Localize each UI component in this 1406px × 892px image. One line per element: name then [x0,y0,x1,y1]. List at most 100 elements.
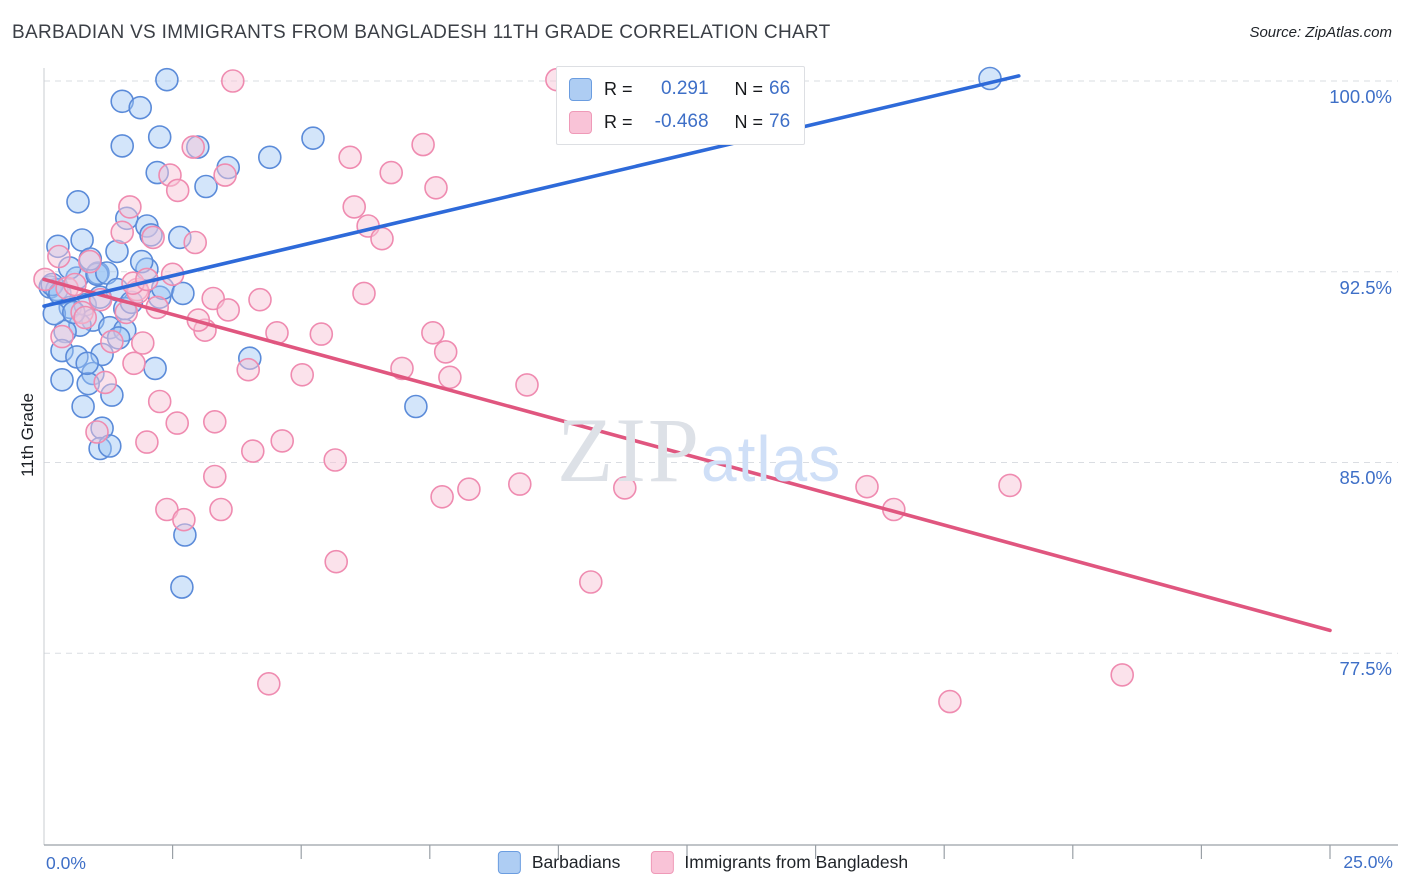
scatter-point-bangladesh [290,362,315,387]
scatter-point-bangladesh [421,320,445,345]
scatter-point-barbadians [128,95,152,120]
legend-label-barbadians: Barbadians [531,852,621,872]
scatter-point-bangladesh [438,365,462,390]
scatter-point-bangladesh [118,195,142,219]
scatter-point-bangladesh [338,145,362,170]
r-value-barbadians: 0.291 [660,78,709,99]
r-label: R = [604,78,633,99]
x-axis-max-label: 25.0% [1343,852,1393,872]
scatter-point-barbadians [257,145,282,170]
legend-label-bangladesh: Immigrants from Bangladesh [684,852,909,872]
scatter-point-barbadians [404,394,428,419]
scatter-point-bangladesh [411,132,435,157]
scatter-point-bangladesh [938,689,962,714]
scatter-point-bangladesh [172,507,196,532]
y-axis-tick-label: 85.0% [1339,467,1392,489]
scatter-point-barbadians [75,351,99,376]
correlation-legend-box: R = 0.291 N = 66 R = -0.468 N = 76 [556,66,806,145]
scatter-point-bangladesh [165,178,190,203]
bangladesh-swatch-icon [650,851,674,874]
scatter-point-bangladesh [424,176,448,200]
scatter-point-bangladesh [73,305,97,330]
scatter-point-bangladesh [998,473,1022,498]
trend-line-bangladesh [42,277,1332,633]
y-axis-tick-label: 100.0% [1329,86,1392,107]
scatter-point-bangladesh [110,220,134,245]
scatter-point-bangladesh [203,464,227,489]
scatter-point-bangladesh [213,163,237,187]
scatter-point-bangladesh [236,357,260,382]
scatter-point-barbadians [71,394,95,419]
scatter-point-bangladesh [209,497,233,522]
scatter-point-barbadians [194,174,218,199]
scatter-point-bangladesh [165,411,189,435]
scatter-point-bangladesh [342,195,367,219]
legend-row-bangladesh: R = -0.468 N = 76 [569,109,790,135]
scatter-point-bangladesh [181,135,205,159]
scatter-point-bangladesh [430,484,454,509]
scatter-point-bangladesh [1110,663,1134,687]
barbadians-swatch-icon [497,851,521,874]
scatter-point-barbadians [66,190,90,214]
scatter-point-bangladesh [85,420,109,444]
scatter-point-bangladesh [433,340,458,364]
scatter-point-bangladesh [370,226,394,251]
legend-item-bangladesh: Immigrants from Bangladesh [650,851,908,874]
scatter-point-bangladesh [507,472,532,496]
trend-line-barbadians [42,74,1021,308]
x-axis-min-label: 0.0% [46,853,86,873]
scatter-point-bangladesh [248,287,272,312]
scatter-point-bangladesh [93,370,117,395]
scatter-point-bangladesh [221,69,245,93]
scatter-point-bangladesh [855,474,879,499]
scatter-point-bangladesh [256,671,281,696]
scatter-point-barbadians [171,281,195,306]
legend-item-barbadians: Barbadians [497,851,621,874]
scatter-point-barbadians [50,367,74,392]
scatter-point-bangladesh [122,351,146,376]
scatter-point-bangladesh [270,429,295,453]
legend-row-barbadians: R = 0.291 N = 66 [569,76,790,102]
scatter-point-barbadians [147,125,172,149]
scatter-point-bangladesh [216,298,240,322]
scatter-point-bangladesh [241,439,265,463]
scatter-point-bangladesh [578,570,603,594]
scatter-point-bangladesh [379,160,404,185]
scatter-point-bangladesh [183,230,207,255]
scatter-point-bangladesh [135,430,159,454]
r-label: R = [604,111,633,132]
scatter-point-bangladesh [515,373,539,397]
scatter-point-barbadians [155,67,179,92]
y-axis-tick-label: 77.5% [1339,658,1392,680]
scatter-point-bangladesh [457,477,481,502]
scatter-point-bangladesh [323,448,348,472]
chart-title: BARBADIAN VS IMMIGRANTS FROM BANGLADESH … [12,22,831,43]
scatter-point-barbadians [110,134,134,158]
scatter-point-barbadians [170,575,194,599]
scatter-point-bangladesh [309,322,334,346]
y-axis-title: 11th Grade [18,393,37,477]
scatter-point-barbadians [110,89,134,114]
scatter-point-bangladesh [612,476,637,500]
scatter-point-bangladesh [147,389,172,414]
scatter-point-bangladesh [50,324,74,349]
series-legend: Barbadians Immigrants from Bangladesh [497,851,908,874]
bangladesh-swatch-icon [569,110,592,134]
scatter-point-bangladesh [100,329,124,354]
scatter-point-bangladesh [352,281,376,306]
scatter-point-bangladesh [47,244,71,269]
n-value-bangladesh: 76 [769,111,791,132]
scatter-point-barbadians [143,356,167,381]
n-value-barbadians: 66 [769,78,791,99]
barbadians-swatch-icon [569,77,592,101]
n-label: N = [734,78,764,99]
scatter-point-barbadians [301,126,325,150]
source-attribution: Source: ZipAtlas.com [1249,24,1392,41]
r-value-bangladesh: -0.468 [654,111,709,132]
scatter-point-bangladesh [131,331,155,355]
scatter-point-bangladesh [78,249,102,274]
scatter-point-bangladesh [155,497,179,522]
scatter-point-bangladesh [141,225,165,250]
scatter-point-bangladesh [324,549,349,574]
